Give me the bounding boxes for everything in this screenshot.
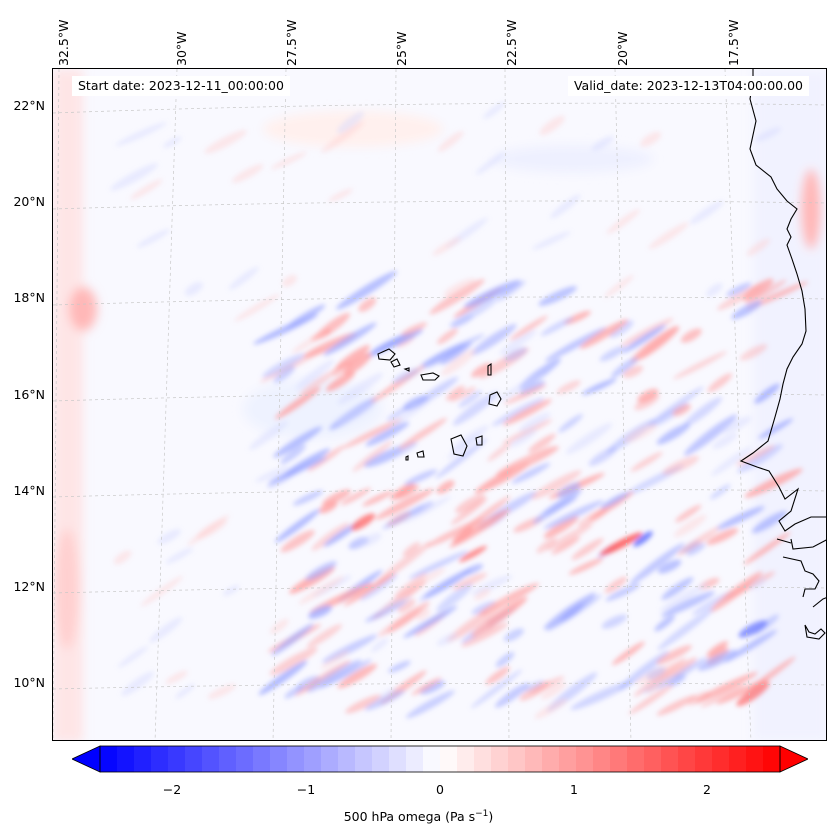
colorbar-cell	[678, 746, 696, 772]
colorbar-cell	[712, 746, 730, 772]
colorbar-cell	[644, 746, 662, 772]
lat-label: 22°N	[13, 98, 45, 113]
colorbar-tick: −2	[162, 782, 182, 797]
colorbar-cell	[287, 746, 305, 772]
colorbar-cell	[389, 746, 407, 772]
colorbar-cell	[661, 746, 679, 772]
africa-coastline	[739, 69, 826, 640]
colorbar-cell	[593, 746, 611, 772]
colorbar-cell	[576, 746, 594, 772]
omega-streaks	[110, 101, 809, 719]
colorbar-cell	[763, 746, 781, 772]
colorbar-cell	[491, 746, 509, 772]
cape-verde-islands	[377, 348, 502, 461]
colorbar-cell	[168, 746, 186, 772]
lon-label: 25°W	[394, 31, 409, 66]
colorbar-cell	[219, 746, 237, 772]
colorbar-high-extend	[779, 745, 808, 773]
colorbar-cell	[457, 746, 475, 772]
lat-label: 14°N	[13, 483, 45, 498]
lat-label: 16°N	[13, 387, 45, 402]
lon-label: 27.5°W	[284, 19, 299, 66]
start-date-label: Start date: 2023-12-11_00:00:00	[72, 76, 290, 96]
graticule	[53, 69, 826, 740]
lon-label: 32.5°W	[56, 19, 71, 66]
colorbar-cell	[117, 746, 135, 772]
colorbar-cell	[338, 746, 356, 772]
colorbar-cell	[185, 746, 203, 772]
lat-label: 18°N	[13, 290, 45, 305]
colorbar-cell	[355, 746, 373, 772]
colorbar-cell	[559, 746, 577, 772]
colorbar-cell	[304, 746, 322, 772]
colorbar-cell	[525, 746, 543, 772]
valid-date-label: Valid_date: 2023-12-13T04:00:00.00	[567, 76, 809, 96]
colorbar-cell	[508, 746, 526, 772]
colorbar-cell	[542, 746, 560, 772]
map-panel	[52, 68, 827, 741]
colorbar-cell	[440, 746, 458, 772]
colorbar-cell	[406, 746, 424, 772]
lon-label: 17.5°W	[726, 19, 741, 66]
lat-label: 12°N	[13, 579, 45, 594]
colorbar-cell	[610, 746, 628, 772]
colorbar-cell	[253, 746, 271, 772]
colorbar-cell	[134, 746, 152, 772]
colorbar-tick: 2	[703, 782, 711, 797]
lat-label: 10°N	[13, 675, 45, 690]
lon-label: 30°W	[174, 31, 189, 66]
colorbar-cell	[321, 746, 339, 772]
colorbar-label: 500 hPa omega (Pa s−1)	[343, 809, 494, 825]
colorbar-tick: 0	[436, 782, 444, 797]
colorbar-cell	[627, 746, 645, 772]
colorbar-cell	[270, 746, 288, 772]
colorbar-low-extend	[72, 745, 101, 773]
colorbar-cell	[100, 746, 118, 772]
colorbar-cell	[729, 746, 747, 772]
colorbar-cell	[746, 746, 764, 772]
colorbar-cell	[695, 746, 713, 772]
colorbar	[72, 745, 808, 773]
colorbar-cell	[236, 746, 254, 772]
lat-label: 20°N	[13, 194, 45, 209]
lon-label: 22.5°W	[504, 19, 519, 66]
omega-field	[53, 69, 826, 740]
colorbar-cell	[474, 746, 492, 772]
colorbar-tick: 1	[570, 782, 578, 797]
colorbar-cell	[202, 746, 220, 772]
colorbar-tick: −1	[296, 782, 316, 797]
colorbar-cell	[423, 746, 441, 772]
lon-label: 20°W	[615, 31, 630, 66]
colorbar-cell	[151, 746, 169, 772]
colorbar-cell	[372, 746, 390, 772]
